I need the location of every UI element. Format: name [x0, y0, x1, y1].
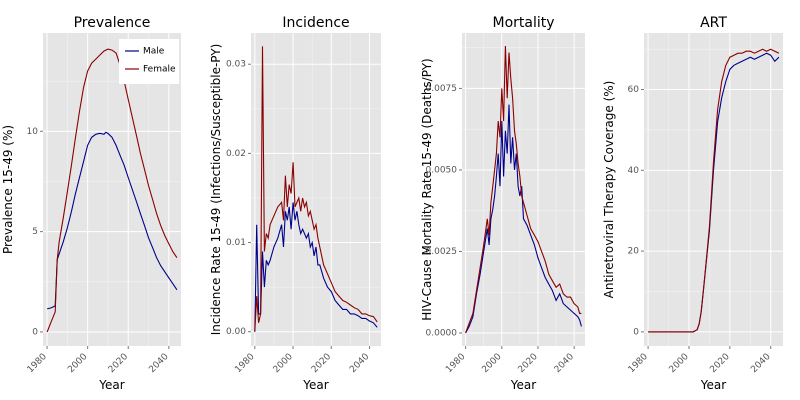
y-tick-label: 0 — [32, 327, 38, 337]
x-tick-label: 2040 — [749, 352, 772, 375]
y-axis-title: Prevalence 15-49 (%) — [1, 125, 15, 254]
x-axis-title: Year — [510, 378, 536, 392]
y-tick-label: 60 — [628, 85, 640, 95]
art-series-female — [648, 48, 780, 333]
y-axis-title: Antiretroviral Therapy Coverage (%) — [602, 81, 616, 299]
y-tick-label: 0.0000 — [426, 328, 458, 338]
plot-background — [462, 33, 585, 346]
x-axis-title: Year — [302, 378, 328, 392]
plot-background — [644, 33, 783, 346]
x-tick-label: 2020 — [708, 352, 731, 375]
y-tick-label: 0.0025 — [426, 247, 458, 257]
y-tick-label: 0.00 — [226, 327, 246, 337]
y-tick-label: 0.0050 — [426, 165, 458, 175]
incidence-panel: 1980 2000 2020 20400.000.010.020.03Incidenc… — [209, 15, 381, 392]
panel-title: Prevalence — [74, 15, 151, 31]
x-tick-label: 2020 — [310, 352, 333, 375]
y-tick-label: 5 — [32, 227, 38, 237]
y-tick-label: 0.02 — [226, 149, 246, 159]
incidence-series-female — [254, 46, 378, 332]
prevalence-panel: 1980 2000 2020 2040 0 5 10 Prevalence Year Preval… — [1, 15, 181, 392]
x-axis-title: Year — [98, 378, 124, 392]
legend-label-male: Male — [143, 47, 165, 57]
legend-label-female: Female — [143, 65, 176, 75]
x-tick-label: 1980 — [233, 352, 256, 375]
x-tick-label: 2040 — [147, 352, 170, 375]
panel-title: ART — [700, 15, 727, 31]
y-axis-title: HIV-Cause Mortality Rate 15-49 (Deaths/P… — [420, 58, 434, 320]
plot-background — [43, 33, 181, 346]
prevalence-series-female — [46, 48, 178, 333]
art-panel: 1980 2000 2020 20400204060ARTYearAntiretrov… — [602, 15, 783, 392]
x-tick-label: 2000 — [480, 352, 503, 375]
y-tick-label: 0.0075 — [426, 84, 458, 94]
y-tick-label: 10 — [27, 127, 39, 137]
x-tick-label: 2040 — [553, 352, 576, 375]
y-tick-label: 40 — [628, 166, 640, 176]
x-tick-label: 2000 — [66, 352, 89, 375]
panel-title: Mortality — [492, 15, 554, 31]
mortality-panel: 1980 2000 2020 2040 0.0000 0.0025 0.0050 0.0075… — [420, 15, 585, 392]
x-tick-label: 2020 — [517, 352, 540, 375]
legend: Male Female — [119, 39, 179, 84]
plot-background — [251, 33, 381, 346]
x-tick-label: 2000 — [668, 352, 691, 375]
y-tick-label: 0.03 — [226, 60, 246, 70]
x-tick-label: 1980 — [444, 352, 467, 375]
mortality-series-male — [465, 104, 582, 334]
y-axis-title: Incidence Rate 15-49 (Infections/Suscept… — [209, 44, 223, 336]
incidence-series-male — [254, 202, 378, 332]
x-tick-label: 2000 — [272, 352, 295, 375]
x-tick-label: 1980 — [627, 352, 650, 375]
y-tick-label: 0 — [633, 327, 639, 337]
x-axis-title: Year — [700, 378, 726, 392]
x-tick-label: 1980 — [26, 352, 49, 375]
y-tick-label: 20 — [628, 247, 640, 257]
prevalence-series-male — [46, 131, 178, 310]
panel-title: Incidence — [282, 15, 349, 31]
y-tick-label: 0.01 — [226, 238, 246, 248]
mortality-series-female — [465, 45, 582, 334]
x-tick-label: 2020 — [107, 352, 130, 375]
x-tick-label: 2040 — [348, 352, 371, 375]
legend-box — [119, 39, 179, 84]
